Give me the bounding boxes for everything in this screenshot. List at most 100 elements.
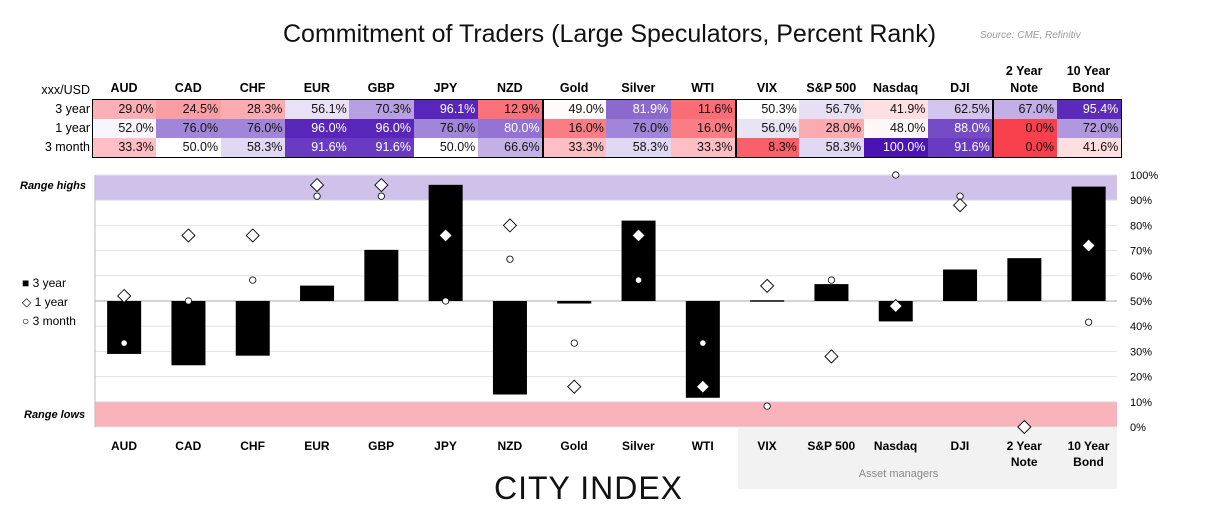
- x-tick-label: AUD: [111, 439, 137, 453]
- table-cell: 76.0%: [220, 119, 286, 138]
- x-tick-label: 10 Year Bond: [1067, 439, 1110, 469]
- table-cell: 56.1%: [284, 100, 350, 119]
- table-cell: 50.0%: [413, 138, 479, 157]
- legend-3-year: ■ 3 year: [22, 276, 66, 290]
- table-header: JPY: [433, 81, 458, 95]
- x-tick-label: JPY: [434, 439, 457, 453]
- marker-3-month: [570, 339, 578, 347]
- row-label: 3 month: [44, 140, 90, 154]
- table-header: WTI: [691, 81, 715, 95]
- table-cell: 16.0%: [542, 119, 607, 138]
- x-tick-label: WTI: [691, 439, 714, 453]
- table-cell: 76.0%: [606, 119, 672, 138]
- marker-1-year: [631, 228, 646, 243]
- marker-1-year: [117, 288, 132, 304]
- table-cell: 41.9%: [863, 100, 929, 119]
- x-tick-label: GBP: [368, 439, 395, 453]
- table-cell: 33.3%: [92, 138, 157, 157]
- bar-3-year: [1007, 258, 1042, 301]
- x-tick-label: VIX: [757, 439, 777, 453]
- range-highs-band: [95, 175, 1117, 201]
- marker-3-month: [763, 402, 771, 410]
- table-cell: 58.3%: [799, 138, 865, 157]
- marker-1-year: [888, 298, 903, 314]
- bar-3-year: [492, 301, 527, 395]
- table-cell: 12.9%: [477, 100, 543, 119]
- marker-1-year: [502, 218, 518, 233]
- marker-1-year: [374, 177, 389, 193]
- table-cell: 96.0%: [284, 119, 350, 138]
- source-note: Source: CME, Refinitiv: [980, 30, 1081, 41]
- table-cell: 66.6%: [477, 138, 543, 157]
- table-divider: [542, 99, 544, 158]
- table-header: Nasdaq: [873, 81, 919, 95]
- table-cell: 52.0%: [92, 119, 157, 138]
- y-tick-label: 40%: [1130, 321, 1152, 333]
- table-cell: 100.0%: [863, 138, 929, 157]
- marker-3-month: [184, 297, 193, 305]
- x-tick-label: NZD: [497, 439, 523, 453]
- y-tick-label: 60%: [1130, 271, 1152, 283]
- legend-label: 1 year: [34, 295, 68, 309]
- marker-1-year: [245, 228, 260, 243]
- table-cell: 28.3%: [220, 100, 286, 119]
- x-tick-label: S&P 500: [807, 439, 856, 453]
- x-tick-label: CAD: [175, 439, 202, 453]
- x-tick-label: 2 Year Note: [1006, 439, 1042, 469]
- table-cell: 96.0%: [349, 119, 414, 138]
- x-tick-label: Gold: [560, 439, 588, 453]
- marker-1-year: [1017, 419, 1032, 435]
- marker-3-month: [313, 192, 321, 200]
- table-header: AUD: [110, 81, 138, 95]
- table-cell: 96.1%: [413, 100, 479, 119]
- table-cell: 28.0%: [799, 119, 865, 138]
- range-lows-label: Range lows: [24, 409, 86, 421]
- table-header: GBP: [367, 81, 395, 95]
- table-header: CAD: [174, 81, 202, 95]
- table-divider: [735, 99, 737, 158]
- table-cell: 76.0%: [413, 119, 479, 138]
- x-tick-label: EUR: [304, 439, 330, 453]
- table-header: NZD: [496, 81, 523, 95]
- x-tick-label: CHF: [240, 439, 265, 453]
- y-tick-label: 90%: [1130, 195, 1152, 207]
- asset-managers-label: Asset managers: [858, 468, 939, 480]
- marker-3-month: [506, 255, 514, 263]
- row-label: 1 year: [55, 121, 90, 135]
- table-header: Silver: [621, 81, 656, 95]
- table-cell: 91.6%: [927, 138, 993, 157]
- table-cell: 70.3%: [349, 100, 414, 119]
- table-cell: 91.6%: [284, 138, 350, 157]
- table-cell: 58.3%: [220, 138, 286, 157]
- marker-3-month: [1085, 318, 1093, 326]
- marker-1-year: [309, 177, 325, 193]
- y-tick-label: 20%: [1130, 372, 1152, 384]
- marker-3-month: [634, 276, 643, 284]
- table-cell: 33.3%: [542, 138, 607, 157]
- x-tick-label: Nasdaq: [873, 439, 918, 453]
- table-header: 2 Year Note: [1005, 64, 1043, 95]
- table-cell: 58.3%: [606, 138, 672, 157]
- table-cell: 95.4%: [1056, 100, 1122, 119]
- table-header: VIX: [756, 81, 778, 95]
- table-cell: 88.0%: [927, 119, 993, 138]
- table-header: DJI: [950, 81, 970, 95]
- table-header: EUR: [303, 81, 331, 95]
- y-tick-label: 80%: [1130, 220, 1152, 232]
- table-border: [92, 99, 1122, 158]
- marker-1-year: [567, 379, 582, 394]
- bar-3-year: [171, 301, 206, 366]
- marker-1-year: [695, 379, 710, 394]
- table-cell: 8.3%: [735, 138, 800, 157]
- marker-3-month: [892, 171, 900, 179]
- range-lows-band: [95, 401, 1117, 427]
- table-cell: 56.0%: [735, 119, 800, 138]
- marker-1-year: [1081, 238, 1096, 253]
- legend-label: 3 month: [32, 314, 76, 328]
- table-cell: 0.0%: [992, 138, 1057, 157]
- y-tick-label: 0%: [1130, 422, 1146, 434]
- table-cell: 41.6%: [1056, 138, 1122, 157]
- chart-title: Commitment of Traders (Large Speculators…: [283, 20, 937, 48]
- table-cell: 33.3%: [670, 138, 736, 157]
